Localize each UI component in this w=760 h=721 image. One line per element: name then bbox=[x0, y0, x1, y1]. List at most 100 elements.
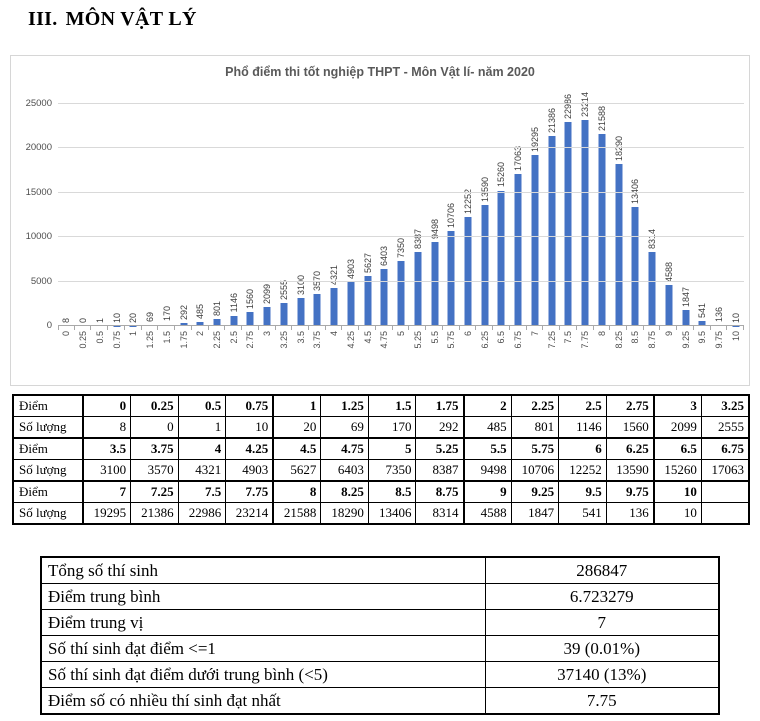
score-table-cell: 3570 bbox=[130, 459, 179, 482]
score-table-cell: 9.5 bbox=[558, 480, 607, 503]
score-table-cell: 3.25 bbox=[700, 394, 750, 417]
x-axis-tick-mark bbox=[190, 326, 192, 330]
y-axis-tick-label: 5000 bbox=[30, 275, 52, 287]
bar-slot: 21386 7.25 bbox=[543, 104, 561, 349]
bar bbox=[514, 174, 522, 326]
score-table-cell: 2555 bbox=[700, 416, 750, 439]
score-table-cell: 3 bbox=[652, 394, 702, 417]
score-table-cell: 3.5 bbox=[82, 437, 132, 460]
bar-value-label: 136 bbox=[714, 306, 724, 322]
x-axis-category-label: 5.25 bbox=[412, 331, 423, 349]
score-table-cell: 292 bbox=[415, 416, 464, 439]
x-axis-tick-mark bbox=[525, 326, 527, 330]
bar bbox=[665, 285, 673, 326]
bar-value-label: 541 bbox=[697, 303, 708, 319]
score-table-cell: 0 bbox=[130, 416, 179, 439]
x-axis-tick-mark bbox=[207, 326, 209, 330]
x-axis-category-label: 1.5 bbox=[161, 331, 172, 344]
x-axis-category-label: 7.75 bbox=[580, 331, 591, 349]
bar-value-label: 10 bbox=[730, 312, 741, 323]
score-table-cell: 1.25 bbox=[320, 394, 369, 417]
y-gridline bbox=[58, 280, 744, 282]
section-number: III. bbox=[28, 8, 58, 30]
bar bbox=[431, 241, 439, 326]
bar-slot: 10 10 bbox=[727, 104, 745, 341]
summary-value: 7.75 bbox=[484, 687, 720, 715]
x-axis-tick-mark bbox=[559, 326, 561, 330]
score-table-cell: 2.25 bbox=[510, 394, 560, 417]
score-table-cell: 5.75 bbox=[510, 437, 560, 460]
y-gridline bbox=[58, 191, 744, 193]
bar bbox=[180, 323, 187, 326]
bar-slot: 4321 4 bbox=[326, 104, 343, 336]
bar bbox=[464, 217, 472, 326]
bar-slot: 10706 5.75 bbox=[443, 104, 460, 349]
score-table-cell: 8.5 bbox=[367, 480, 417, 503]
bar-slot: 1146 2.5 bbox=[225, 104, 243, 344]
x-axis-category-label: 2.25 bbox=[211, 331, 222, 349]
x-axis-category-label: 7 bbox=[529, 331, 540, 337]
score-table-cell: 0.5 bbox=[177, 394, 227, 417]
bar-slot: 136 9.75 bbox=[711, 104, 728, 349]
x-axis-category-label: 9 bbox=[663, 331, 674, 337]
x-axis-tick-mark bbox=[291, 326, 293, 330]
bar bbox=[497, 190, 505, 326]
bar-value-label: 20 bbox=[128, 312, 139, 323]
bar-value-label: 12252 bbox=[462, 189, 473, 215]
x-axis-category-label: 5 bbox=[396, 331, 407, 337]
bar-value-label: 1146 bbox=[228, 293, 239, 313]
x-axis-tick-mark bbox=[692, 326, 694, 330]
bar-value-label: 5627 bbox=[362, 253, 373, 274]
bar bbox=[196, 321, 204, 326]
summary-row: Điểm số có nhiều thí sinh đạt nhất 7.75 bbox=[40, 687, 720, 715]
x-axis-tick-mark bbox=[358, 326, 360, 330]
x-axis-category-label: 8 bbox=[596, 331, 607, 337]
score-table-row: Điểm 0 0.25 0.5 0.75 1 1.25 1.5 1.75 2 2.25 2.5 2.75… bbox=[12, 394, 750, 417]
x-axis-tick-mark bbox=[508, 326, 510, 330]
score-table-cell: 10 bbox=[225, 416, 274, 439]
x-axis-tick-mark bbox=[475, 326, 477, 330]
x-axis-category-label: 6.75 bbox=[513, 331, 524, 349]
x-axis-tick-mark bbox=[709, 326, 711, 330]
score-table-cell: 12252 bbox=[558, 459, 607, 482]
bar bbox=[414, 251, 422, 326]
score-table-cell: 7.5 bbox=[177, 480, 227, 503]
score-table-cell: 7 bbox=[82, 480, 132, 503]
bar-slot: 8314 8.75 bbox=[644, 104, 661, 349]
bar bbox=[380, 269, 388, 326]
bar-value-label: 15260 bbox=[496, 162, 507, 188]
bar-value-label: 1 bbox=[94, 317, 105, 323]
bar bbox=[213, 318, 221, 326]
score-table-cell: 3100 bbox=[82, 459, 132, 482]
summary-value: 37140 (13%) bbox=[484, 661, 720, 688]
x-axis-tick-mark bbox=[726, 326, 728, 330]
x-axis-category-label: 1.25 bbox=[145, 331, 156, 349]
bar-slot: 20 1 bbox=[125, 104, 142, 336]
score-table-cell: 7.25 bbox=[130, 480, 179, 503]
bar-slot: 69 1.25 bbox=[142, 104, 159, 349]
bar-slot: 2099 3 bbox=[259, 104, 276, 336]
bar-slot: 541 9.5 bbox=[694, 104, 711, 344]
score-table-cell: 541 bbox=[558, 502, 607, 525]
y-gridline bbox=[58, 147, 744, 149]
score-table-cell: 6403 bbox=[320, 459, 369, 482]
score-table-cell: 10 bbox=[652, 502, 702, 525]
bar-slot: 1847 9.25 bbox=[677, 104, 694, 349]
bar-slot: 22986 7.5 bbox=[560, 94, 577, 344]
score-table-cell: 9 bbox=[462, 480, 512, 503]
score-table-cell: 136 bbox=[605, 502, 655, 525]
score-table-cell: 1 bbox=[272, 394, 322, 417]
score-table-cell: 4 bbox=[177, 437, 227, 460]
score-table-cell: 8 bbox=[272, 480, 322, 503]
summary-row: Tổng số thí sinh 286847 bbox=[40, 556, 720, 584]
score-distribution-chart: Phổ điểm thi tốt nghiệp THPT - Môn Vật l… bbox=[10, 55, 750, 386]
bar-slot: 8387 5.25 bbox=[409, 104, 427, 349]
x-axis-tick-mark bbox=[157, 326, 159, 330]
x-axis-category-label: 6 bbox=[462, 331, 473, 337]
bar bbox=[548, 136, 556, 326]
x-axis-category-label: 8.5 bbox=[630, 331, 641, 344]
score-table-cell: 485 bbox=[462, 416, 512, 439]
x-axis-tick-mark bbox=[107, 326, 109, 330]
x-axis-category-label: 3.25 bbox=[278, 331, 289, 349]
